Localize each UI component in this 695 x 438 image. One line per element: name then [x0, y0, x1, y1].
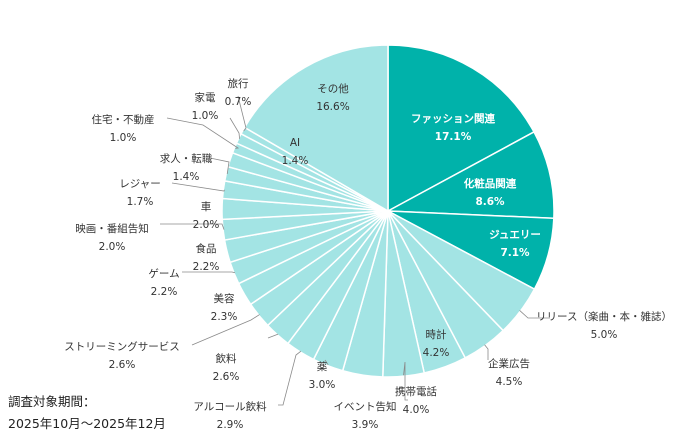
leader-line — [267, 333, 279, 339]
slice-value-label: 4.0% — [403, 404, 430, 416]
leader-line — [519, 310, 550, 319]
slice-category-label: 旅行 — [228, 77, 249, 90]
slice-category-label: 薬 — [317, 361, 328, 373]
leader-line — [209, 157, 230, 175]
leader-line — [229, 117, 240, 139]
slice-value-label: 3.9% — [352, 419, 379, 431]
slice-category-label: ジュエリー — [489, 229, 541, 241]
pie-slice — [243, 44, 389, 213]
leader-line — [182, 271, 236, 274]
slice-category-label: 映画・番組告知 — [75, 222, 149, 235]
leader-line — [278, 350, 302, 406]
leader-line — [166, 117, 240, 149]
slice-value-label: 1.4% — [173, 171, 200, 183]
slice-category-label: 飲料 — [216, 352, 237, 365]
leader-line — [324, 359, 329, 366]
slice-category-label: レジャー — [119, 178, 160, 190]
slice-value-label: 5.0% — [591, 329, 618, 341]
slice-value-label: 2.9% — [217, 419, 244, 431]
slice-category-label: AI — [290, 137, 300, 149]
slice-value-label: 1.0% — [192, 110, 219, 122]
slice-category-label: ゲーム — [148, 268, 179, 280]
slice-category-label: ストリーミングサービス — [64, 340, 180, 353]
slice-value-label: 4.2% — [423, 347, 450, 359]
pie-slice — [385, 130, 555, 220]
slice-value-label: 1.7% — [127, 196, 154, 208]
slice-value-label: 2.2% — [151, 286, 178, 298]
slice-category-label: その他 — [317, 82, 349, 95]
slice-category-label: 食品 — [196, 242, 217, 255]
leader-line — [484, 344, 489, 360]
slice-value-label: 4.5% — [496, 376, 523, 388]
slice-category-label: 携帯電話 — [395, 385, 437, 398]
slice-category-label: 家電 — [195, 91, 216, 104]
slice-labels: ファッション関連 17.1% 化粧品関連 8.6% ジュエリー 7.1% リリース（楽曲・本… — [64, 77, 672, 431]
slice-category-label: アルコール飲料 — [193, 400, 267, 413]
slice-value-label: 2.6% — [213, 371, 240, 383]
slice-value-label: 1.0% — [110, 132, 137, 144]
slice-value-label: 2.2% — [193, 261, 220, 273]
pie-slice — [387, 44, 535, 213]
slice-category-label: 企業広告 — [488, 357, 530, 370]
slice-value-label: 2.6% — [109, 359, 136, 371]
leader-line — [237, 95, 247, 132]
slice-value-label: 2.3% — [211, 311, 238, 323]
leader-line — [403, 361, 408, 401]
slice-category-label: 住宅・不動産 — [92, 113, 155, 126]
leader-lines — [160, 95, 550, 406]
slice-value-label: 2.0% — [193, 219, 220, 231]
slice-value-label: 7.1% — [500, 247, 530, 259]
period-title: 調査対象期間： — [8, 394, 96, 409]
leader-line — [191, 314, 260, 346]
slice-value-label: 0.7% — [225, 96, 252, 108]
slice-value-label: 3.0% — [309, 379, 336, 391]
slice-category-label: 美容 — [214, 292, 235, 305]
slice-category-label: ファッション関連 — [411, 112, 495, 125]
pie-slices — [221, 44, 555, 378]
slice-category-label: リリース（楽曲・本・雑誌） — [536, 310, 672, 323]
slice-category-label: イベント告知 — [334, 400, 397, 413]
slice-value-label: 8.6% — [475, 196, 505, 208]
slice-value-label: 2.0% — [99, 241, 126, 253]
slice-category-label: 車 — [201, 200, 212, 213]
slice-category-label: 化粧品関連 — [464, 177, 517, 190]
period-range: 2025年10月～2025年12月 — [8, 416, 166, 431]
slice-category-label: 時計 — [426, 328, 447, 341]
leader-line — [160, 223, 225, 230]
slice-value-label: 16.6% — [316, 101, 349, 113]
slice-value-label: 17.1% — [435, 131, 472, 143]
slice-category-label: 求人・転職 — [160, 153, 213, 165]
leader-line — [171, 182, 225, 192]
slice-value-label: 1.4% — [282, 155, 309, 167]
